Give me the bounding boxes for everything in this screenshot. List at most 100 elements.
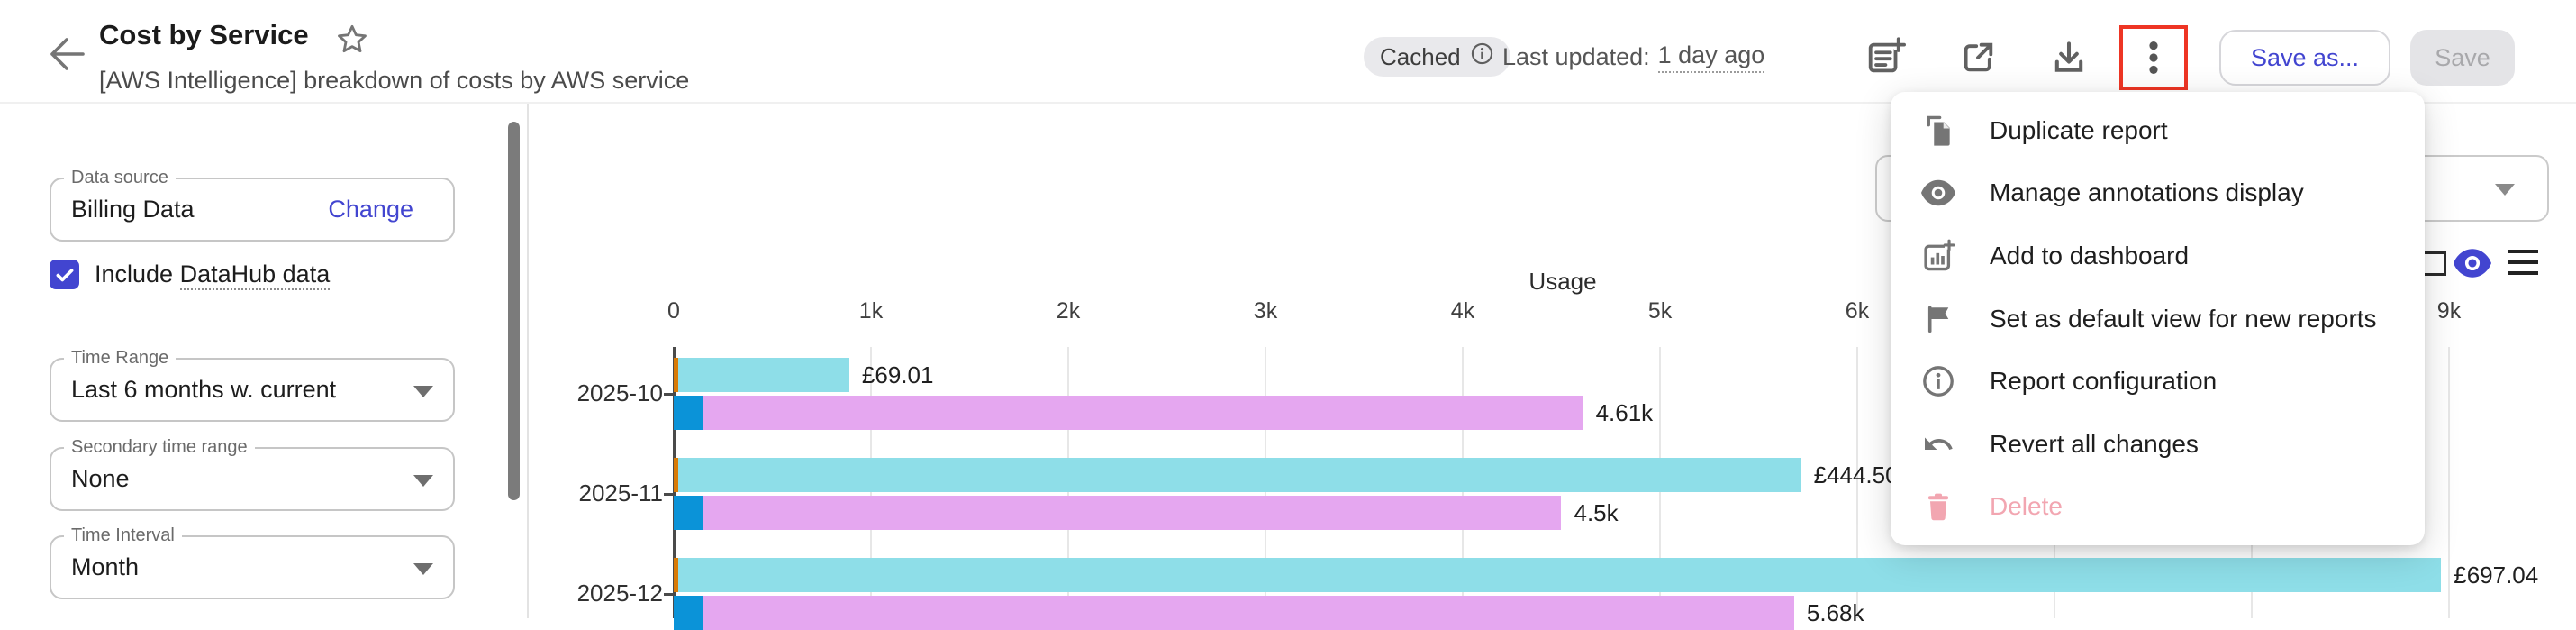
last-updated-prefix: Last updated: [1502, 42, 1650, 70]
x-axis-title: Usage [1528, 268, 1597, 295]
page-subtitle: [AWS Intelligence] breakdown of costs by… [99, 67, 690, 94]
time-range-label: Time Range [64, 348, 177, 369]
save-as-button[interactable]: Save as... [2219, 30, 2390, 86]
info-icon[interactable] [1470, 41, 1494, 72]
annotations-visibility-eye-icon[interactable] [2454, 248, 2491, 278]
usage-value-label: 5.68k [1806, 599, 1864, 626]
include-label-prefix: Include [95, 260, 174, 288]
menu-item-label: Manage annotations display [1990, 178, 2304, 207]
cost-value-label: £69.01 [861, 361, 934, 388]
add-chart-icon [1921, 239, 1955, 273]
menu-item-manage-annotations-display[interactable]: Manage annotations display [1891, 162, 2425, 225]
cost-bar[interactable] [674, 358, 849, 392]
chart-hamburger-menu-icon[interactable] [2508, 250, 2538, 277]
usage-bar[interactable] [674, 596, 1794, 630]
usage-main-segment[interactable] [702, 496, 1562, 530]
last-updated: Last updated: 1 day ago [1502, 37, 1765, 77]
x-axis-tick-label: 2k [1056, 298, 1081, 324]
change-data-source-link[interactable]: Change [328, 196, 413, 223]
category-axis-tick [664, 393, 674, 396]
back-button[interactable] [45, 32, 88, 76]
include-datahub-checkbox[interactable] [50, 260, 79, 289]
cached-badge-label: Cached [1380, 42, 1461, 70]
cost-main-segment[interactable] [678, 358, 849, 392]
category-axis-tick [664, 493, 674, 496]
time-interval-value: Month [71, 553, 140, 580]
menu-item-label: Revert all changes [1990, 429, 2199, 458]
usage-value-label: 4.61k [1595, 399, 1654, 426]
menu-item-label: Set as default view for new reports [1990, 304, 2377, 333]
menu-item-revert-all-changes[interactable]: Revert all changes [1891, 413, 2425, 476]
secondary-time-range-select[interactable]: Secondary time range None [50, 437, 455, 511]
x-axis-tick-label: 4k [1450, 298, 1475, 324]
menu-item-label: Delete [1990, 492, 2063, 521]
cached-badge: Cached [1364, 37, 1510, 77]
category-label: 2025-11 [578, 479, 664, 507]
save-button: Save [2410, 30, 2515, 86]
include-datahub-label: Include DataHub data [95, 260, 331, 290]
data-source-field: Data source Billing Data Change [50, 168, 455, 242]
cost-main-segment[interactable] [678, 458, 1801, 492]
download-button[interactable] [2047, 36, 2091, 79]
kebab-dropdown-menu: Duplicate report Manage annotations disp… [1891, 92, 2425, 545]
last-updated-value[interactable]: 1 day ago [1657, 41, 1765, 73]
cost-value-label: £444.50 [1813, 461, 1899, 488]
add-note-button[interactable] [1864, 36, 1907, 79]
cost-accent-segment[interactable] [674, 558, 679, 592]
gridline [2448, 347, 2450, 618]
favorite-star-icon[interactable] [334, 22, 370, 58]
menu-item-label: Add to dashboard [1990, 241, 2190, 269]
header-bar: Cost by Service [AWS Intelligence] break… [0, 0, 2576, 104]
secondary-time-range-label: Secondary time range [64, 437, 255, 458]
secondary-time-range-value: None [71, 465, 130, 492]
category-axis-tick [664, 593, 674, 596]
usage-accent-segment[interactable] [674, 396, 703, 430]
trash-icon [1921, 489, 1955, 524]
chevron-down-icon [2495, 184, 2515, 196]
chart-area: Usage 01k2k3k4k5k6k7k8k9k2025-10£69.014.… [0, 104, 2576, 630]
x-axis-tick-label: 0 [667, 298, 680, 324]
usage-accent-segment[interactable] [674, 496, 703, 530]
gridline [1856, 347, 1858, 618]
include-datahub-row: Include DataHub data [50, 260, 331, 290]
usage-main-segment[interactable] [703, 396, 1583, 430]
menu-item-set-default-view[interactable]: Set as default view for new reports [1891, 288, 2425, 351]
menu-item-label: Report configuration [1990, 367, 2218, 396]
eye-icon [1921, 176, 1955, 210]
cost-value-label: £697.04 [2454, 562, 2539, 589]
usage-value-label: 4.5k [1574, 499, 1619, 526]
time-interval-label: Time Interval [64, 525, 182, 546]
chevron-down-icon [413, 386, 433, 397]
x-axis-tick-label: 1k [858, 298, 884, 324]
x-axis-tick-label: 5k [1647, 298, 1673, 324]
undo-icon [1921, 427, 1955, 461]
cost-bar[interactable] [674, 458, 1801, 492]
duplicate-icon [1921, 114, 1955, 148]
time-interval-select[interactable]: Time Interval Month [50, 525, 455, 599]
kebab-menu-button[interactable] [2132, 36, 2175, 79]
time-range-select[interactable]: Time Range Last 6 months w. current [50, 348, 455, 422]
usage-main-segment[interactable] [702, 596, 1794, 630]
usage-bar[interactable] [674, 396, 1583, 430]
open-in-new-button[interactable] [1956, 36, 2000, 79]
category-label: 2025-10 [576, 379, 663, 406]
menu-item-duplicate-report[interactable]: Duplicate report [1891, 99, 2425, 162]
datahub-data-link[interactable]: DataHub data [179, 260, 331, 290]
cost-accent-segment[interactable] [674, 458, 679, 492]
menu-item-report-configuration[interactable]: Report configuration [1891, 350, 2425, 413]
cost-bar[interactable] [674, 558, 2442, 592]
menu-item-add-to-dashboard[interactable]: Add to dashboard [1891, 224, 2425, 288]
sidebar-scrollbar-thumb[interactable] [508, 122, 520, 500]
category-label: 2025-12 [576, 580, 663, 607]
chevron-down-icon [413, 563, 433, 575]
usage-bar[interactable] [674, 496, 1562, 530]
data-source-label: Data source [64, 168, 176, 188]
cost-accent-segment[interactable] [674, 358, 679, 392]
usage-accent-segment[interactable] [674, 596, 703, 630]
page-title: Cost by Service [99, 19, 309, 50]
cost-main-segment[interactable] [678, 558, 2442, 592]
flag-icon [1921, 302, 1955, 336]
sidebar-divider [527, 104, 529, 618]
menu-item-label: Duplicate report [1990, 115, 2168, 144]
data-source-value: Billing Data [71, 196, 195, 223]
